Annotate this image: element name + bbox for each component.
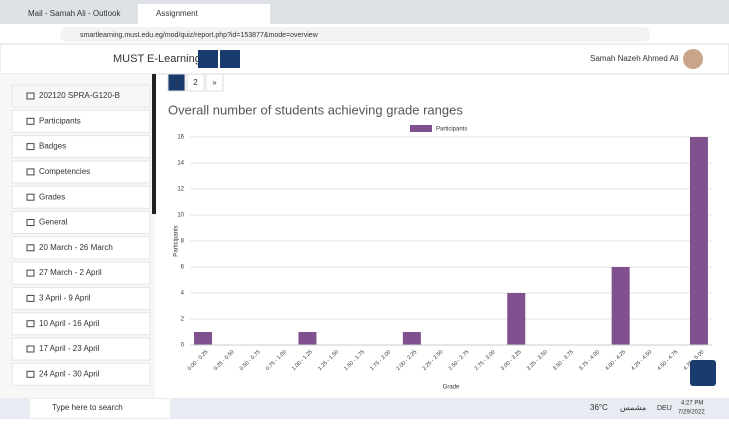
bar <box>690 137 708 345</box>
x-tick-label: 3.25 - 3.50 <box>526 349 549 372</box>
y-tick-label: 6 <box>181 265 185 271</box>
x-tick-label: 2.25 - 2.50 <box>422 349 445 372</box>
sidebar-label[interactable]: General <box>39 218 68 227</box>
page-label[interactable]: » <box>212 78 217 87</box>
y-axis-title: Participants <box>174 225 180 256</box>
tab-title[interactable]: Assignment <box>156 9 199 18</box>
sidebar-label[interactable]: 17 April - 23 April <box>39 344 100 353</box>
x-tick-label: 0.25 - 0.50 <box>213 349 236 372</box>
x-tick-label: 0.75 - 1.00 <box>265 349 288 372</box>
temperature: 36°C <box>590 403 608 412</box>
language[interactable]: DEU <box>657 405 672 412</box>
chart-title: Overall number of students achieving gra… <box>168 102 463 117</box>
x-tick-label: 4.25 - 4.50 <box>630 349 653 372</box>
y-tick-label: 8 <box>181 239 185 245</box>
sidebar-label[interactable]: 3 April - 9 April <box>39 294 91 303</box>
bar <box>612 267 630 345</box>
url[interactable]: smartlearning.must.edu.eg/mod/quiz/repor… <box>80 32 319 39</box>
x-tick-label: 0.00 - 0.25 <box>187 349 210 372</box>
page-label[interactable]: 2 <box>193 78 198 87</box>
bar <box>507 293 525 345</box>
y-tick-label: 0 <box>181 343 185 349</box>
x-tick-label: 1.25 - 1.50 <box>317 349 340 372</box>
y-tick-label: 14 <box>177 161 184 167</box>
site-name[interactable]: MUST E-Learning <box>113 53 201 65</box>
weather: مشمس <box>620 403 646 412</box>
x-tick-label: 3.00 - 3.25 <box>500 349 523 372</box>
x-tick-label: 1.00 - 1.25 <box>291 349 314 372</box>
y-tick-label: 2 <box>181 317 185 323</box>
y-tick-label: 16 <box>177 135 184 141</box>
sidebar-item[interactable] <box>12 186 150 208</box>
avatar[interactable] <box>683 49 703 69</box>
sidebar-label[interactable]: Competencies <box>39 167 90 176</box>
x-tick-label: 2.75 - 3.00 <box>474 349 497 372</box>
sidebar-label[interactable]: Participants <box>39 116 81 125</box>
sidebar-label[interactable]: 20 March - 26 March <box>39 243 113 252</box>
x-axis-title: Grade <box>443 385 460 391</box>
icon[interactable] <box>220 50 240 68</box>
legend-swatch <box>410 125 432 132</box>
legend-label: Participants <box>436 127 467 133</box>
bar <box>298 332 316 345</box>
sidebar-label[interactable]: Grades <box>39 192 65 201</box>
icon[interactable] <box>198 50 218 68</box>
x-tick-label: 1.50 - 1.75 <box>343 349 366 372</box>
scrollbar <box>152 74 156 214</box>
date: 7/29/2022 <box>678 410 705 416</box>
sidebar-item[interactable] <box>12 136 150 158</box>
x-tick-label: 3.75 - 4.00 <box>578 349 601 372</box>
sidebar-label[interactable]: Badges <box>39 142 66 151</box>
x-tick-label: 1.75 - 2.00 <box>369 349 392 372</box>
tab-title[interactable]: Mail - Samah Ali - Outlook <box>28 9 121 18</box>
time: 4:27 PM <box>681 401 703 407</box>
y-tick-label: 10 <box>177 213 184 219</box>
x-tick-label: 4.50 - 4.75 <box>656 349 679 372</box>
bar <box>194 332 212 345</box>
x-tick-label: 3.50 - 3.75 <box>552 349 575 372</box>
sidebar-item[interactable] <box>12 110 150 132</box>
sidebar-item[interactable] <box>12 212 150 234</box>
sidebar-label[interactable]: 10 April - 16 April <box>39 319 100 328</box>
sidebar-label[interactable]: 202120 SPRA-G120-B <box>39 91 120 100</box>
sidebar-label[interactable]: 24 April - 30 April <box>39 369 100 378</box>
y-tick-label: 12 <box>177 187 184 193</box>
y-tick-label: 4 <box>181 291 185 297</box>
page-label[interactable]: 1 <box>174 78 179 87</box>
bar <box>403 332 421 345</box>
page: Mail - Samah Ali - Outlook Assignment sm… <box>0 0 729 419</box>
x-tick-label: 2.50 - 2.75 <box>448 349 471 372</box>
screen: Mail - Samah Ali - Outlook Assignment sm… <box>0 0 729 419</box>
x-tick-label: 4.00 - 4.25 <box>604 349 627 372</box>
x-tick-label: 0.50 - 0.75 <box>239 349 262 372</box>
sidebar-label[interactable]: 27 March - 2 April <box>39 268 102 277</box>
user-name[interactable]: Samah Nazeh Ahmed Ali <box>590 54 679 63</box>
scroll-top-button[interactable] <box>690 360 716 386</box>
x-tick-label: 2.00 - 2.25 <box>395 349 418 372</box>
search-text[interactable]: Type here to search <box>52 403 123 412</box>
